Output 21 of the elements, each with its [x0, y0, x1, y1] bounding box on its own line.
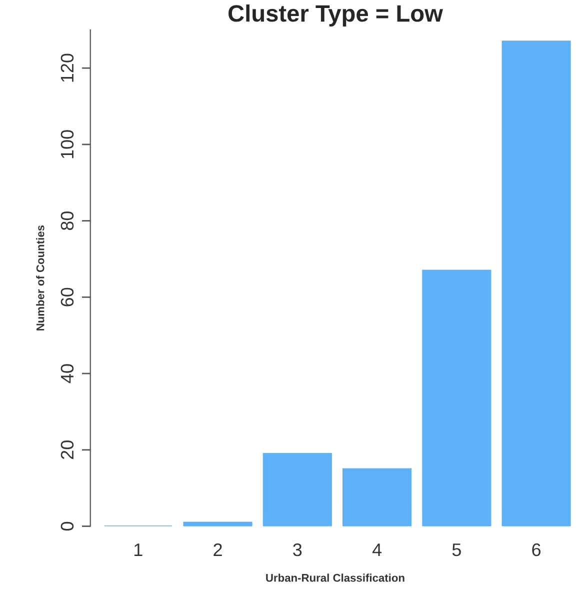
y-tick-label: 80 — [60, 211, 74, 230]
chart-title: Cluster Type = Low — [228, 4, 443, 26]
bar — [262, 453, 332, 526]
x-tick-label: 4 — [372, 544, 382, 556]
y-tick-label: 0 — [60, 522, 74, 531]
bar — [183, 522, 252, 526]
bar — [502, 40, 571, 526]
x-tick-label: 6 — [532, 543, 541, 556]
x-tick-label: 1 — [134, 544, 142, 556]
y-tick-label: 20 — [60, 440, 74, 460]
bar — [422, 270, 492, 526]
x-axis-title: Urban-Rural Classification — [266, 574, 404, 582]
y-axis-title: Number of Counties — [36, 225, 44, 330]
x-tick-label: 3 — [293, 543, 302, 556]
y-tick-label: 60 — [60, 288, 74, 306]
y-tick-label: 40 — [60, 364, 74, 384]
y-tick-label: 120 — [60, 54, 74, 82]
x-tick-label: 2 — [214, 543, 222, 556]
y-tick-label: 100 — [60, 130, 74, 158]
x-tick-label: 5 — [452, 544, 461, 556]
bar — [342, 468, 412, 526]
